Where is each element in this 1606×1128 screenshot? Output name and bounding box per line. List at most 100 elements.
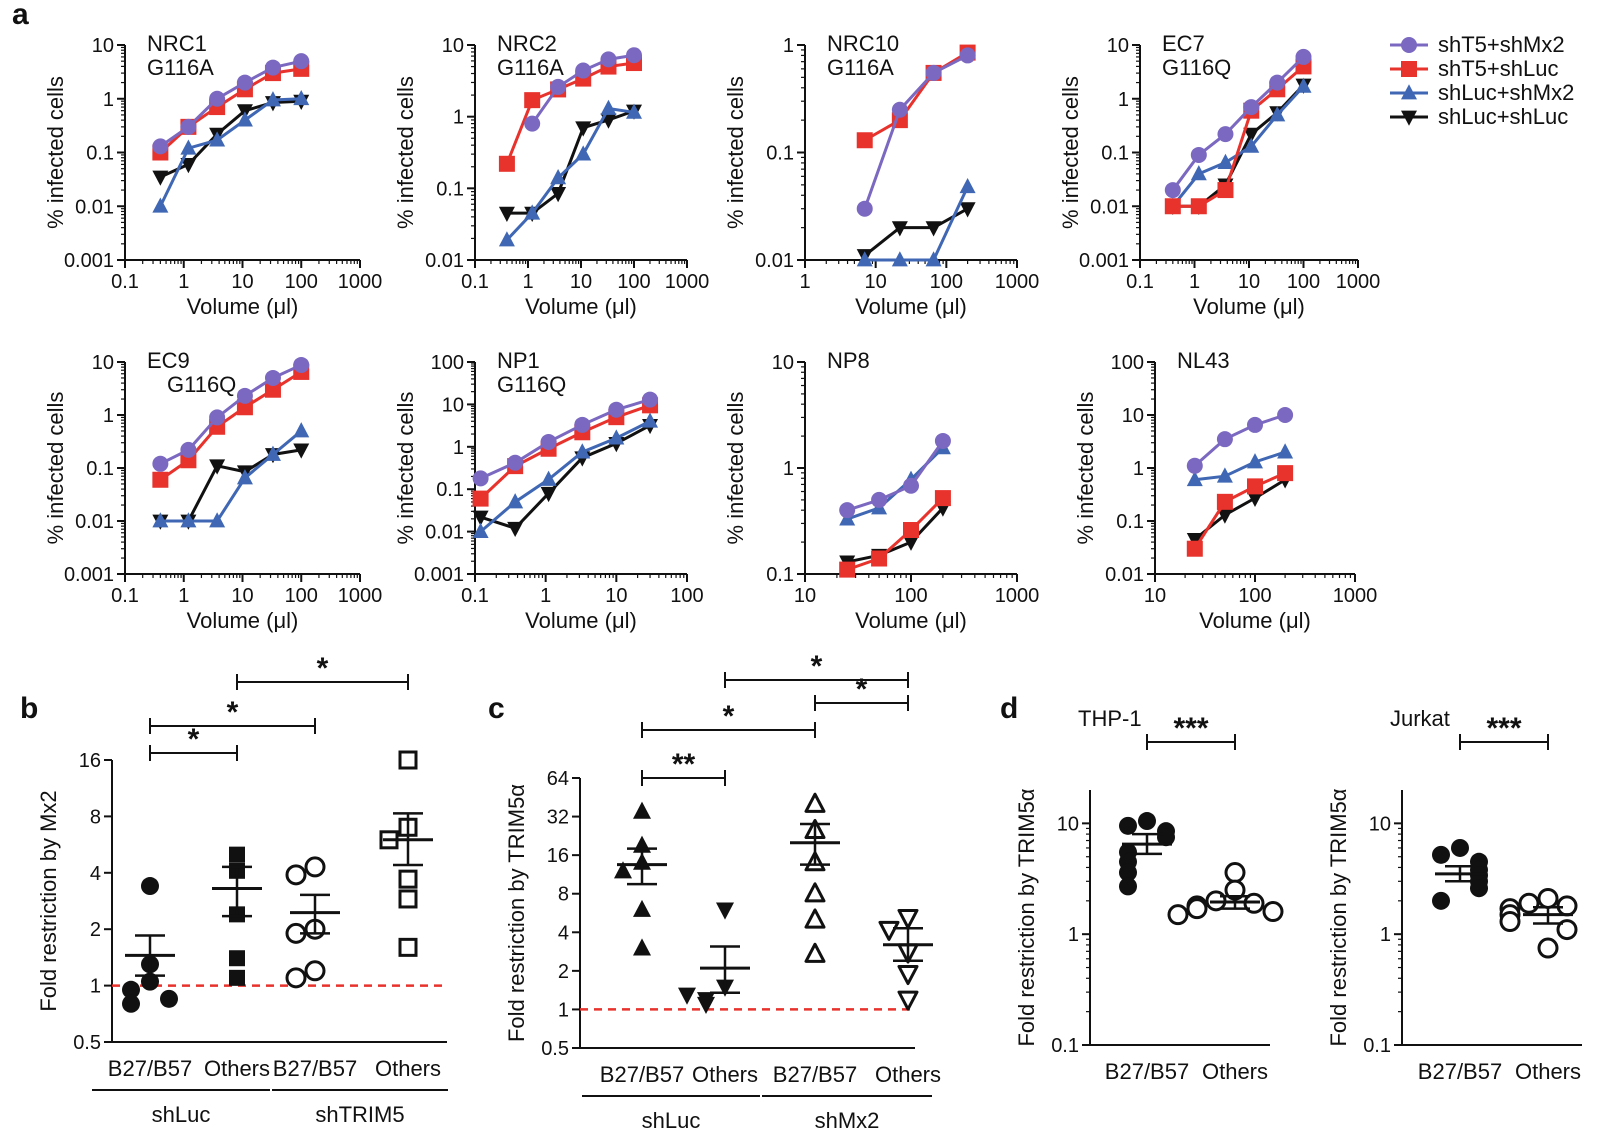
data-point [160,989,178,1008]
legend-entry: shT5+shLuc [1390,56,1558,81]
y-tick-label: 10 [1369,813,1391,835]
y-tick-label: 8 [558,884,569,906]
y-tick-label: 10 [92,35,114,57]
data-point [507,493,524,509]
data-point [839,502,856,519]
significance-bracket: *** [1459,712,1549,750]
legend-marker [1401,84,1417,100]
x-tick-label: 1000 [338,271,383,293]
y-axis-label: % infected cells [1058,76,1083,229]
x-tick-label: 1000 [1336,271,1381,293]
data-point [472,510,489,526]
data-point [1216,508,1233,524]
data-point [180,139,197,155]
data-point [1186,457,1203,474]
significance-label: * [856,673,868,706]
chart-title: NP1 [497,348,540,373]
data-point [1167,904,1189,926]
data-point [891,251,908,267]
x-tick-label: 10 [231,271,253,293]
y-tick-label: 0.1 [1363,1035,1391,1057]
y-tick-label: 8 [90,806,101,828]
y-tick-label: 0.01 [75,511,114,533]
data-point [1537,937,1559,959]
panel-label-b: b [20,692,38,725]
data-point [293,53,310,70]
x-tick-label: 1000 [995,585,1040,607]
data-point [959,47,976,64]
data-point [1186,532,1203,549]
data-point [871,550,888,567]
legend-label: shT5+shMx2 [1438,32,1565,57]
y-tick-label: 10 [442,394,464,416]
data-point [925,221,942,237]
y-axis-label: % infected cells [393,392,418,545]
y-tick-label: 4 [558,922,569,944]
series-line-2 [846,446,944,521]
data-point [934,490,951,507]
data-point [804,792,826,813]
data-point [152,138,169,155]
x-axis-label: Volume (μl) [855,608,967,633]
data-point [1470,879,1488,898]
significance-label: * [811,650,823,683]
data-point [891,101,908,118]
data-point [1216,467,1233,483]
data-point [1243,127,1260,143]
data-point [180,118,197,135]
chart-subtitle: G116Q [1162,55,1231,80]
chart-subtitle: G116A [497,55,564,80]
data-point [600,99,617,115]
data-point [633,938,651,956]
y-axis-label: % infected cells [43,392,68,545]
data-point [550,169,567,185]
y-axis-label: Fold restriction by Mx2 [36,790,61,1011]
x-tick-label: 1 [540,585,551,607]
data-point [236,387,253,404]
line-chart-np1: 0.001 0.01 0.1 1 10 100 0.1 1 10 100 Volume (μl) % … [393,348,704,633]
chart-title: THP-1 [1078,706,1142,731]
data-point [1269,106,1286,122]
data-point [285,864,307,886]
data-point [472,490,489,507]
data-point [959,202,976,218]
data-point [1190,198,1207,215]
data-point [498,206,515,222]
chart-subtitle: G116A [147,55,214,80]
data-point [633,801,651,819]
y-tick-label: 10 [92,352,114,374]
significance-label: * [317,652,329,685]
data-point [293,422,310,438]
x-tick-label: 100 [1238,585,1271,607]
dot-plot-d1: 0.1 1 10 Fold restriction by TRIM5α THP-1 B27… [1014,706,1284,1084]
group-label: shMx2 [815,1108,880,1128]
series-line-2 [864,186,969,262]
y-tick-label: 0.001 [64,250,114,272]
data-point [264,369,281,386]
data-point [678,987,696,1005]
category-label: B27/B57 [773,1062,857,1087]
x-axis-label: Volume (μl) [187,294,299,319]
y-axis-label: % infected cells [723,76,748,229]
data-point [1537,887,1559,909]
x-tick-label: 0.1 [461,271,489,293]
series-line-0 [863,54,969,210]
data-point [472,470,489,487]
data-point [1119,877,1137,896]
x-tick-label: 100 [285,585,318,607]
data-point [626,47,642,64]
y-axis-label: Fold restriction by TRIM5α [1014,788,1039,1046]
data-point [925,64,942,81]
data-point [209,131,226,147]
x-tick-label: 10 [231,585,253,607]
data-point [1190,146,1207,163]
category-label: Others [1515,1059,1581,1084]
significance-label: ** [672,748,696,781]
data-point [1432,891,1450,910]
series-line-2 [1194,450,1286,482]
x-tick-label: 10 [605,585,627,607]
y-tick-label: 1 [90,976,101,998]
data-point [229,950,245,967]
y-axis-label: % infected cells [43,76,68,229]
